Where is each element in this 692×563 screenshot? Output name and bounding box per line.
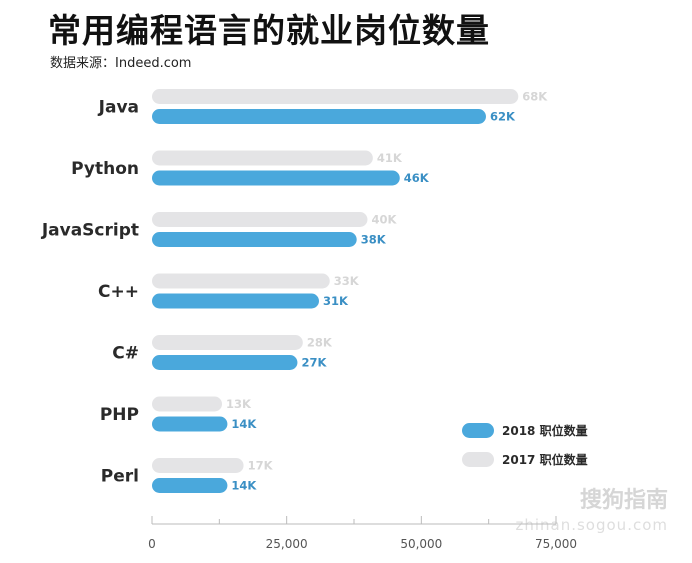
bar-2017 bbox=[152, 212, 368, 227]
bar-2018 bbox=[152, 170, 400, 186]
category-label: C++ bbox=[98, 282, 139, 302]
legend-label-2017: 2017 职位数量 bbox=[502, 452, 588, 467]
chart-legend: 2018 职位数量 2017 职位数量 bbox=[462, 423, 588, 467]
x-axis: 0 25,000 50,000 75,000 bbox=[148, 516, 577, 551]
chart-title: 常用编程语言的就业岗位数量 bbox=[48, 11, 490, 50]
category-label: Perl bbox=[101, 467, 139, 487]
bar-2018 bbox=[152, 355, 298, 370]
value-label-2018: 14K bbox=[231, 479, 257, 493]
category-label: Java bbox=[98, 98, 139, 118]
value-label-2018: 27K bbox=[301, 356, 327, 370]
value-label-2017: 68K bbox=[522, 90, 548, 104]
bar-2017 bbox=[152, 458, 244, 473]
bar-2018 bbox=[152, 109, 486, 124]
bar-2017 bbox=[152, 396, 223, 412]
value-label-2017: 41K bbox=[377, 151, 403, 165]
category-label: JavaScript bbox=[41, 221, 139, 241]
value-label-2018: 62K bbox=[490, 110, 516, 124]
value-label-2017: 28K bbox=[307, 336, 333, 350]
value-label-2017: 17K bbox=[248, 459, 274, 473]
bar-2018 bbox=[152, 293, 319, 309]
legend-swatch-2017 bbox=[462, 452, 494, 467]
value-label-2017: 40K bbox=[371, 213, 397, 227]
bar-2017 bbox=[152, 273, 330, 289]
value-label-2017: 13K bbox=[226, 397, 252, 411]
x-tick-label: 75,000 bbox=[535, 537, 577, 551]
bar-2018 bbox=[152, 478, 228, 493]
category-label: Python bbox=[71, 159, 139, 179]
value-label-2018: 38K bbox=[361, 233, 387, 247]
bar-2017 bbox=[152, 89, 519, 104]
chart-source: 数据来源：Indeed.com bbox=[50, 56, 192, 71]
value-label-2018: 14K bbox=[231, 417, 257, 431]
bar-2017 bbox=[152, 150, 373, 166]
x-tick-label: 25,000 bbox=[266, 537, 308, 551]
bar-2017 bbox=[152, 335, 303, 350]
x-tick-label: 0 bbox=[148, 537, 156, 551]
x-tick-label: 50,000 bbox=[400, 537, 442, 551]
legend-label-2018: 2018 职位数量 bbox=[502, 423, 588, 438]
category-label: C# bbox=[112, 344, 139, 364]
value-label-2018: 46K bbox=[404, 171, 430, 185]
value-label-2017: 33K bbox=[334, 274, 360, 288]
value-label-2018: 31K bbox=[323, 294, 349, 308]
watermark-brand: 搜狗指南 bbox=[579, 488, 668, 513]
bar-2018 bbox=[152, 232, 357, 247]
category-label: PHP bbox=[100, 405, 139, 425]
watermark-url: zhinan.sogou.com bbox=[515, 516, 668, 534]
legend-swatch-2018 bbox=[462, 423, 494, 438]
bar-2018 bbox=[152, 416, 228, 432]
